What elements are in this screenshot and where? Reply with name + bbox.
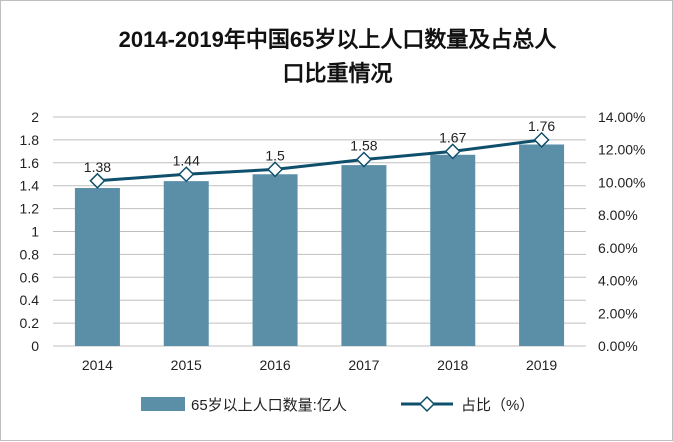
bar <box>163 181 209 346</box>
right-tick-label: 4.00% <box>598 273 638 289</box>
chart-title: 2014-2019年中国65岁以上人口数量及占总人 口比重情况 <box>1 23 673 91</box>
legend-bar-swatch <box>141 397 185 411</box>
left-tick-label: 1.2 <box>20 201 40 217</box>
chart-title-line1: 2014-2019年中国65岁以上人口数量及占总人 <box>118 27 557 52</box>
left-tick-label: 0.6 <box>20 269 40 285</box>
line-point <box>178 166 195 183</box>
left-tick-label: 1 <box>31 224 39 240</box>
x-tick-label: 2019 <box>526 357 557 373</box>
bar <box>519 144 565 346</box>
legend-line-label: 占比（%） <box>461 397 534 414</box>
left-tick-label: 0.4 <box>20 292 40 308</box>
x-tick-label: 2015 <box>171 357 202 373</box>
data-label: 1.44 <box>173 152 200 168</box>
x-tick-label: 2014 <box>82 357 113 373</box>
data-label: 1.5 <box>265 147 285 163</box>
bar <box>252 174 298 346</box>
bar <box>74 187 120 346</box>
left-tick-label: 1.4 <box>20 178 40 194</box>
line-point <box>355 151 372 168</box>
line-point <box>267 161 284 178</box>
left-tick-label: 1.8 <box>20 132 40 148</box>
x-tick-label: 2017 <box>348 357 379 373</box>
data-label: 1.76 <box>528 118 555 134</box>
left-tick-label: 1.6 <box>20 155 40 171</box>
line-point <box>444 143 461 160</box>
right-tick-label: 2.00% <box>598 305 638 321</box>
right-tick-label: 8.00% <box>598 207 638 223</box>
line-point <box>89 172 106 189</box>
left-tick-label: 0.2 <box>20 315 40 331</box>
right-tick-label: 10.00% <box>598 174 645 190</box>
data-label: 1.58 <box>350 138 377 154</box>
legend-line-marker <box>418 395 436 413</box>
data-label: 1.38 <box>84 159 111 175</box>
right-tick-label: 12.00% <box>598 142 645 158</box>
legend-bar-label: 65岁以上人口数量:亿人 <box>191 397 347 414</box>
bar <box>430 154 476 346</box>
data-label: 1.67 <box>439 129 466 145</box>
chart-title-line2: 口比重情况 <box>282 61 393 86</box>
bar <box>341 165 387 346</box>
line-point <box>533 131 550 148</box>
x-tick-label: 2016 <box>260 357 291 373</box>
series-line <box>97 138 542 183</box>
left-tick-label: 0.8 <box>20 246 40 262</box>
left-tick-label: 0 <box>31 338 39 354</box>
right-tick-label: 14.00% <box>598 109 645 125</box>
x-tick-label: 2018 <box>437 357 468 373</box>
right-tick-label: 6.00% <box>598 240 638 256</box>
left-tick-label: 2 <box>31 109 39 125</box>
right-tick-label: 0.00% <box>598 338 638 354</box>
